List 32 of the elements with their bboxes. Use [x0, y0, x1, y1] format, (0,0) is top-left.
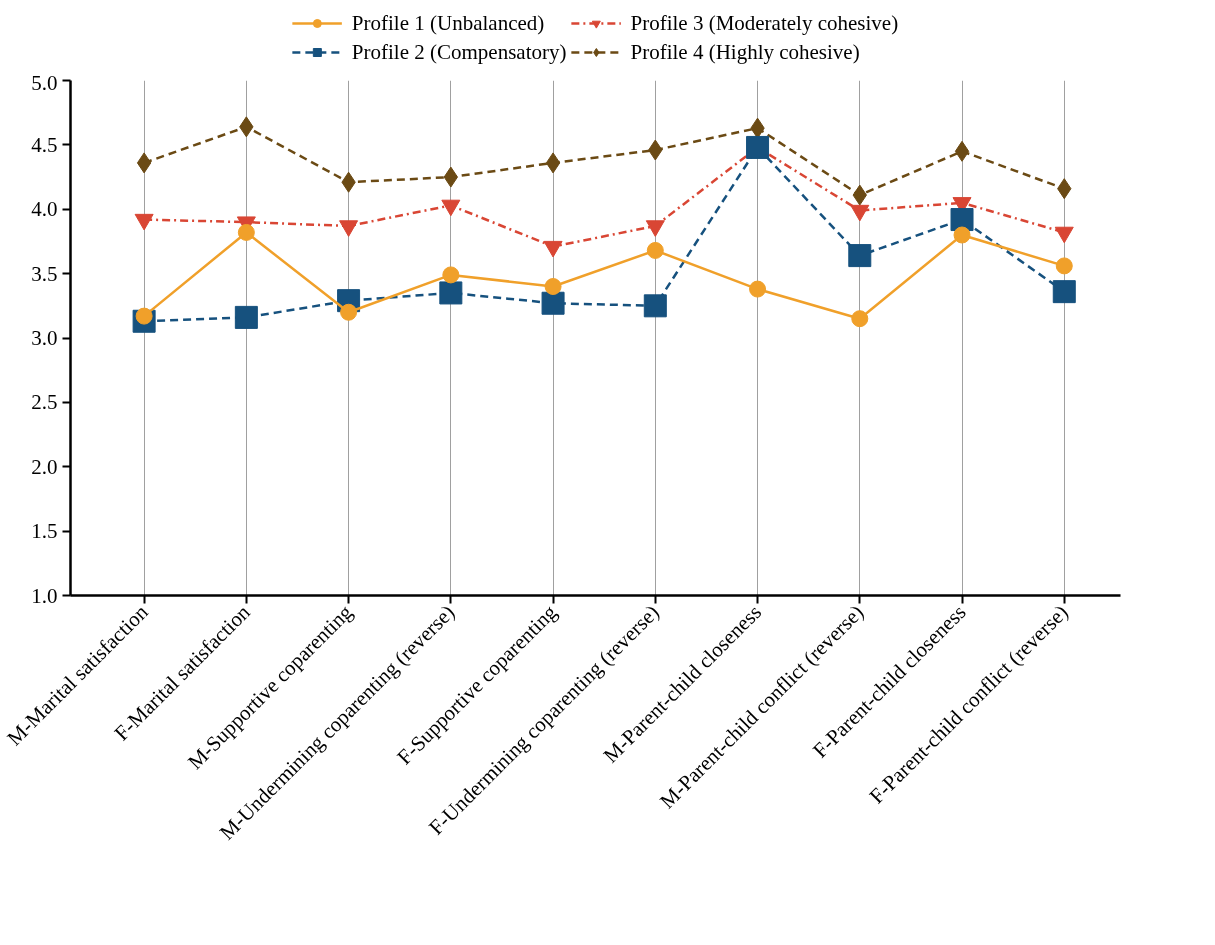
y-tick-label: 1.5 [31, 519, 58, 544]
y-tick-label: 3.0 [31, 326, 58, 350]
point [237, 223, 255, 241]
y-tick-label: 3.5 [31, 261, 58, 286]
point [544, 278, 562, 295]
point [646, 241, 664, 259]
y-tick-label: 5.0 [31, 70, 58, 95]
point [1052, 280, 1076, 304]
point [954, 140, 970, 162]
y-tick-label: 1.0 [31, 583, 58, 608]
point [340, 303, 358, 321]
point [439, 281, 463, 305]
point [136, 152, 152, 174]
point [851, 310, 869, 328]
point [1055, 257, 1073, 275]
y-tick-label: 4.5 [31, 132, 58, 157]
point [643, 294, 667, 318]
legend-label: Profile 4 (Highly cohesive) [630, 39, 860, 65]
y-tick-label: 2.0 [31, 454, 58, 479]
point [442, 266, 460, 284]
legend-label: Profile 1 (Unbalanced) [351, 10, 545, 36]
legend-label: Profile 2 (Compensatory) [351, 39, 567, 65]
legend-label: Profile 3 (Moderately cohesive) [630, 10, 899, 36]
point [541, 291, 565, 315]
point [746, 135, 770, 159]
point [749, 280, 767, 298]
y-tick-label: 4.0 [31, 197, 58, 222]
point [545, 152, 561, 174]
point [953, 226, 971, 244]
y-tick-label: 2.5 [31, 390, 58, 415]
point [848, 244, 872, 268]
point [234, 305, 258, 329]
